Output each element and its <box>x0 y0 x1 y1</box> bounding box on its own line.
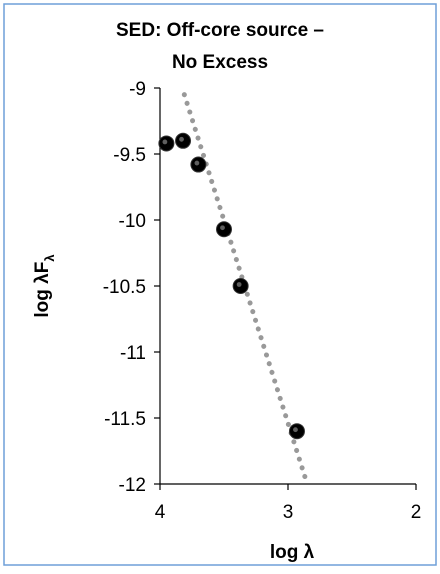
y-tick-label: -11 <box>120 343 146 364</box>
data-points <box>158 132 305 440</box>
x-ticks: 4 3 2 <box>155 484 422 523</box>
y-tick-label: -9.5 <box>113 145 146 166</box>
data-point-highlight <box>162 139 168 145</box>
data-point-highlight <box>179 136 184 142</box>
data-point-highlight <box>236 282 242 287</box>
x-axis-label: log λ <box>270 542 315 563</box>
plot-area: -9 -9.5 -10 -10.5 -11 -11.5 -12 4 3 2 <box>103 79 422 523</box>
y-tick-label: -12 <box>119 475 146 496</box>
y-tick-label: -10.5 <box>103 277 146 298</box>
y-axis-label-sub: λ <box>42 254 57 262</box>
data-point-highlight <box>293 427 298 433</box>
y-ticks: -9 -9.5 -10 -10.5 -11 -11.5 -12 <box>103 79 160 496</box>
y-tick-label: -9 <box>129 79 146 100</box>
x-tick-label: 3 <box>283 502 294 523</box>
x-tick-label: 4 <box>155 502 166 523</box>
chart-border <box>3 3 437 566</box>
data-point-highlight <box>220 225 225 231</box>
y-tick-label: -11.5 <box>104 409 146 430</box>
chart-title-line-2: No Excess <box>172 52 268 73</box>
y-axis-label-main: log λF <box>32 262 53 318</box>
y-axis-label: log λFλ <box>32 254 57 318</box>
chart-title-line-1: SED: Off-core source – <box>116 20 324 41</box>
x-tick-label: 2 <box>411 502 422 523</box>
data-point-highlight <box>194 160 200 166</box>
y-tick-label: -10 <box>119 211 146 232</box>
